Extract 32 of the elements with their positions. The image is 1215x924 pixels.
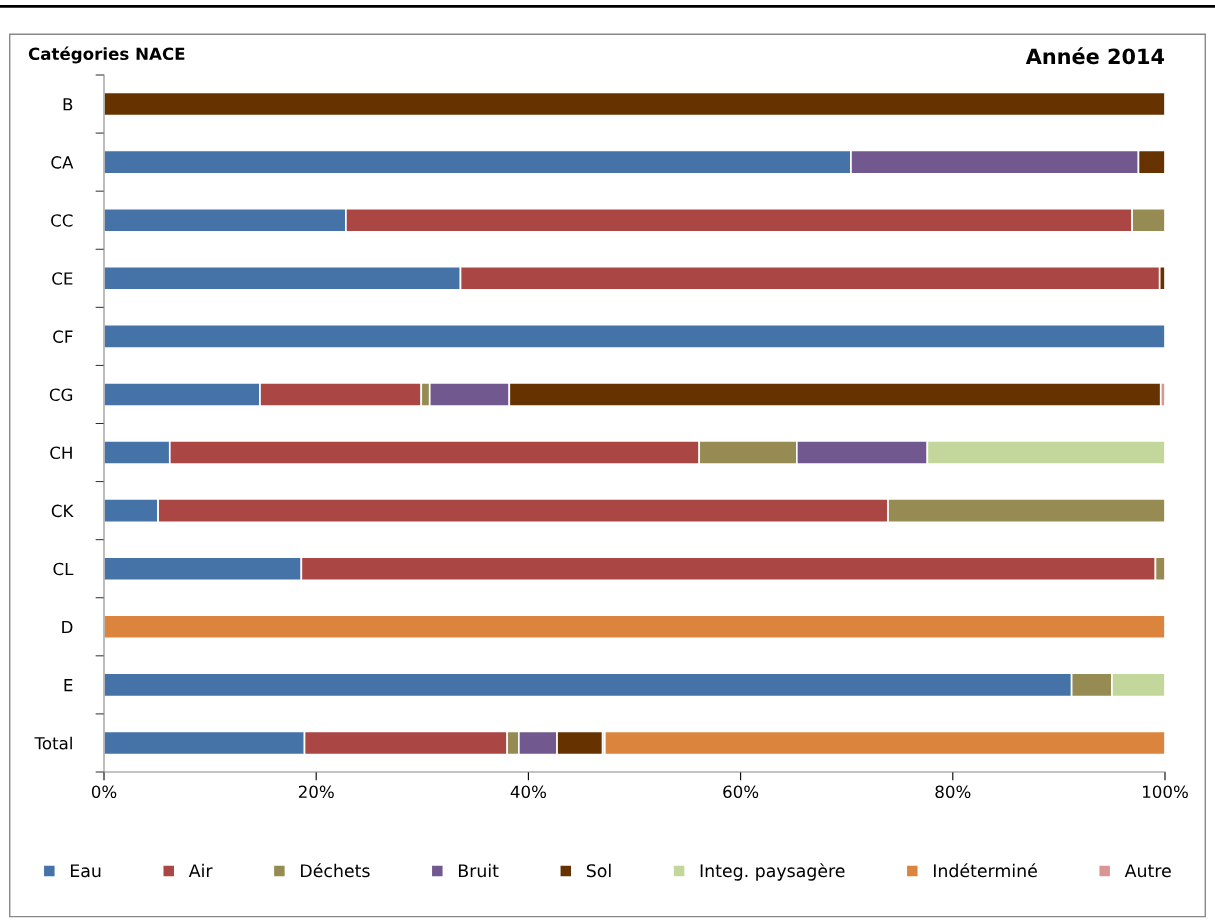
x-tick-label: 20% (298, 785, 334, 799)
y-tick-label: D (62, 620, 73, 634)
chart-title: Année 2014 (1025, 47, 1165, 65)
legend-label: Déchets (301, 863, 370, 878)
y-tick-label: CK (51, 504, 74, 518)
legend-label: Integ. paysagère (700, 863, 845, 881)
bar (104, 91, 1165, 117)
y-tick-label: CE (52, 272, 73, 285)
legend-label: Eau (70, 864, 101, 878)
legend-label: Sol (586, 863, 611, 878)
x-tick-label: 80% (935, 785, 971, 799)
y-tick-label: CH (50, 446, 72, 460)
y-tick-label: CC (51, 214, 73, 227)
bar (104, 323, 1165, 349)
bar (603, 730, 1165, 756)
legend-label: Air (188, 863, 213, 878)
y-tick-label: CF (53, 330, 73, 343)
y-tick-label: CL (53, 562, 74, 576)
y-tick-label: CG (49, 388, 73, 402)
legend-label: Bruit (458, 863, 499, 878)
x-tick-label: 0% (91, 785, 117, 799)
x-tick-label: 100% (1143, 785, 1188, 799)
y-axis-title: Catégories NACE (28, 46, 185, 64)
y-tick-label: B (63, 98, 73, 111)
legend-label: Indéterminé (933, 863, 1037, 878)
legend-label: Autre (1124, 864, 1171, 878)
x-tick-label: 40% (510, 785, 546, 799)
y-tick-label: E (64, 679, 73, 692)
x-tick-label: 60% (723, 785, 759, 799)
y-tick-label: CA (51, 156, 74, 169)
bar (104, 614, 1165, 640)
y-tick-label: Total (34, 736, 72, 750)
